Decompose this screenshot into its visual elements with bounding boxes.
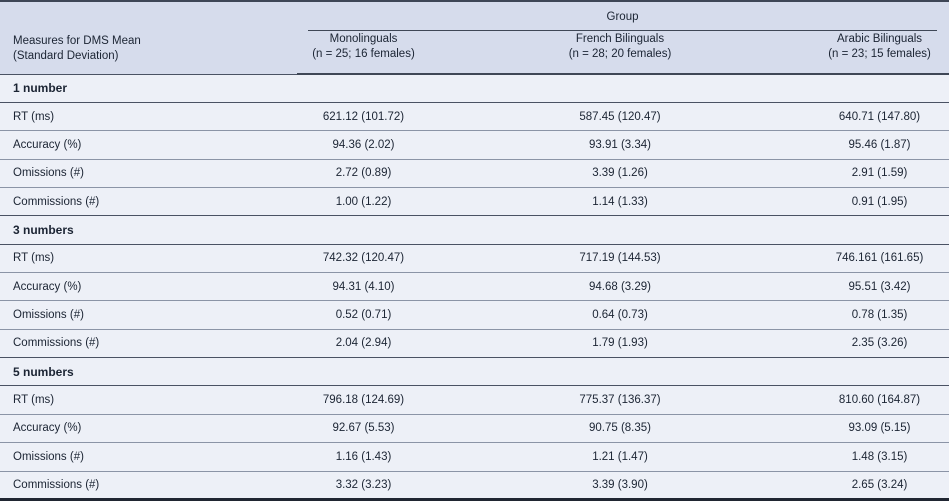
table-row: Accuracy (%) 94.31 (4.10) 94.68 (3.29) 9… (0, 272, 949, 301)
table-row: RT (ms) 621.12 (101.72) 587.45 (120.47) … (0, 102, 949, 130)
measure-label: Commissions (#) (13, 478, 100, 491)
column-header-arabic-bilinguals: Arabic Bilinguals (n = 23; 15 females) (810, 32, 949, 75)
measure-label: Accuracy (%) (13, 280, 82, 293)
table-row: Omissions (#) 0.52 (0.71) 0.64 (0.73) 0.… (0, 300, 949, 329)
value-arabic-bilinguals: 1.48 (3.15) (851, 450, 908, 463)
value-monolinguals: 94.36 (2.02) (332, 138, 395, 151)
value-arabic-bilinguals: 95.51 (3.42) (848, 280, 911, 293)
value-french-bilinguals: 93.91 (3.34) (588, 138, 651, 151)
value-french-bilinguals: 1.21 (1.47) (592, 450, 648, 463)
value-french-bilinguals: 775.37 (136.37) (579, 394, 661, 407)
value-arabic-bilinguals: 95.46 (1.87) (848, 138, 911, 151)
group-name: Monolinguals (329, 33, 398, 45)
group-header-label: Group (308, 4, 938, 31)
value-arabic-bilinguals: 0.78 (1.35) (851, 309, 908, 322)
measure-label: RT (ms) (13, 110, 55, 123)
value-monolinguals: 621.12 (101.72) (322, 110, 405, 123)
value-monolinguals: 92.67 (5.53) (332, 422, 395, 435)
measure-label: RT (ms) (13, 394, 55, 407)
section-title: 3 numbers (13, 222, 74, 237)
value-french-bilinguals: 1.79 (1.93) (592, 337, 648, 350)
value-arabic-bilinguals: 2.65 (3.24) (851, 478, 908, 491)
value-arabic-bilinguals: 746.161 (161.65) (835, 252, 924, 265)
value-french-bilinguals: 587.45 (120.47) (579, 110, 661, 123)
value-arabic-bilinguals: 0.91 (1.95) (851, 195, 908, 208)
value-french-bilinguals: 3.39 (1.26) (592, 167, 648, 180)
group-sample-size: (n = 23; 15 females) (828, 48, 931, 60)
measure-label: Omissions (#) (13, 309, 84, 322)
column-header-monolinguals: Monolinguals (n = 25; 16 females) (297, 32, 430, 75)
value-monolinguals: 1.16 (1.43) (335, 450, 392, 463)
table-body: 1 number RT (ms) 621.12 (101.72) 587.45 … (0, 74, 949, 500)
value-french-bilinguals: 94.68 (3.29) (588, 280, 651, 293)
value-monolinguals: 0.52 (0.71) (335, 309, 392, 322)
measure-label: Omissions (#) (13, 167, 84, 180)
value-arabic-bilinguals: 2.91 (1.59) (851, 167, 908, 180)
measure-label: Commissions (#) (13, 337, 100, 350)
value-monolinguals: 3.32 (3.23) (335, 478, 392, 491)
value-monolinguals: 2.72 (0.89) (335, 167, 392, 180)
value-french-bilinguals: 717.19 (144.53) (579, 252, 661, 265)
table-row: Accuracy (%) 94.36 (2.02) 93.91 (3.34) 9… (0, 130, 949, 159)
section-row-3-numbers: 3 numbers (0, 215, 949, 244)
value-arabic-bilinguals: 640.71 (147.80) (838, 110, 921, 123)
measure-label: Accuracy (%) (13, 138, 82, 151)
value-french-bilinguals: 3.39 (3.90) (592, 478, 648, 491)
section-row-5-numbers: 5 numbers (0, 357, 949, 386)
table-row: Omissions (#) 1.16 (1.43) 1.21 (1.47) 1.… (0, 442, 949, 471)
column-header-french-bilinguals: French Bilinguals (n = 28; 20 females) (430, 32, 810, 75)
section-row-1-number: 1 number (0, 74, 949, 102)
table-row: Commissions (#) 1.00 (1.22) 1.14 (1.33) … (0, 187, 949, 215)
corner-header-line1: Measures for DMS Mean (13, 34, 141, 47)
table-row: Commissions (#) 3.32 (3.23) 3.39 (3.90) … (0, 471, 949, 499)
table-row: Omissions (#) 2.72 (0.89) 3.39 (1.26) 2.… (0, 159, 949, 187)
table-header: Measures for DMS Mean (Standard Deviatio… (0, 1, 949, 75)
value-monolinguals: 94.31 (4.10) (332, 280, 395, 293)
value-monolinguals: 1.00 (1.22) (335, 195, 392, 208)
measure-label: Commissions (#) (13, 195, 100, 208)
corner-header: Measures for DMS Mean (Standard Deviatio… (0, 1, 297, 74)
value-french-bilinguals: 1.14 (1.33) (592, 195, 648, 208)
section-title: 5 numbers (13, 364, 74, 379)
group-name: French Bilinguals (575, 33, 665, 45)
measure-label: Accuracy (%) (13, 422, 82, 435)
value-french-bilinguals: 0.64 (0.73) (592, 309, 648, 322)
value-monolinguals: 796.18 (124.69) (322, 394, 405, 407)
value-french-bilinguals: 90.75 (8.35) (588, 422, 651, 435)
section-title: 1 number (13, 81, 68, 96)
group-header-cell: Group (297, 1, 949, 32)
group-sample-size: (n = 25; 16 females) (312, 48, 415, 60)
table-row: RT (ms) 796.18 (124.69) 775.37 (136.37) … (0, 385, 949, 414)
table-row: Accuracy (%) 92.67 (5.53) 90.75 (8.35) 9… (0, 414, 949, 442)
column-header-row: Monolinguals (n = 25; 16 females) French… (0, 32, 949, 75)
group-name: Arabic Bilinguals (837, 33, 923, 45)
measure-label: Omissions (#) (13, 450, 84, 463)
measure-label: RT (ms) (13, 252, 55, 265)
corner-header-line2: (Standard Deviation) (13, 49, 119, 62)
table-row: RT (ms) 742.32 (120.47) 717.19 (144.53) … (0, 244, 949, 272)
value-arabic-bilinguals: 810.60 (164.87) (838, 394, 921, 407)
value-arabic-bilinguals: 93.09 (5.15) (848, 422, 911, 435)
group-sample-size: (n = 28; 20 females) (568, 48, 672, 60)
group-header-row: Measures for DMS Mean (Standard Deviatio… (0, 1, 949, 62)
value-monolinguals: 2.04 (2.94) (335, 337, 392, 350)
value-monolinguals: 742.32 (120.47) (322, 252, 405, 265)
value-arabic-bilinguals: 2.35 (3.26) (851, 337, 908, 350)
table-row: Commissions (#) 2.04 (2.94) 1.79 (1.93) … (0, 329, 949, 357)
